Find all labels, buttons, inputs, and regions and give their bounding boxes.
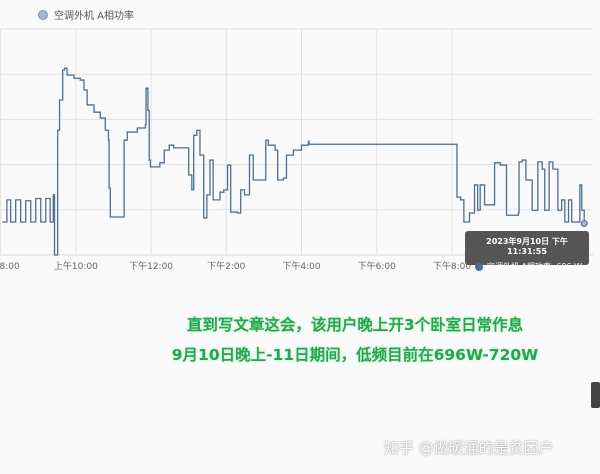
x-tick-label: 下午6:00 [358, 260, 396, 272]
tooltip-swatch-icon [475, 262, 483, 271]
x-tick-label: 下午2:00 [207, 260, 245, 272]
history-chart[interactable]: 上午8:00 上午10:00 下午12:00 下午2:00 下午4:00 下午6:00 下午… [0, 0, 600, 280]
series-line [2, 67, 585, 256]
x-tick-label: 下午8:00 [433, 260, 471, 272]
x-tick-label: 下午4:00 [282, 260, 320, 272]
x-tick-label: 上午10:00 [54, 260, 98, 272]
annotation-line-2: 9月10日晚上-11日期间，低频目前在696W-720W [171, 346, 539, 364]
x-tick-label: 上午8:00 [0, 260, 20, 272]
grid [0, 28, 593, 256]
tooltip-value: 空调外机 A相功率: 696 W [487, 262, 582, 271]
legend-swatch-icon [38, 9, 48, 20]
tooltip-title: 2023年9月10日 下午11:31:55 [486, 237, 568, 256]
x-axis-ticks: 上午8:00 上午10:00 下午12:00 下午2:00 下午4:00 下午6:00 下午… [0, 260, 471, 272]
legend[interactable]: 空调外机 A相功率 [38, 7, 134, 22]
side-toolbar-handle[interactable] [591, 382, 600, 408]
tooltip: 2023年9月10日 下午11:31:55 空调外机 A相功率: 696 W [465, 231, 589, 271]
x-tick-label: 下午12:00 [129, 260, 173, 272]
highlight-point [580, 220, 588, 228]
legend-label: 空调外机 A相功率 [54, 11, 135, 22]
annotation-line-1: 直到写文章这会，该用户晚上开3个卧室日常作息 [186, 316, 524, 334]
series-lines [2, 67, 588, 256]
watermark: 知乎 @做暖通的是贫困户 [384, 439, 554, 457]
